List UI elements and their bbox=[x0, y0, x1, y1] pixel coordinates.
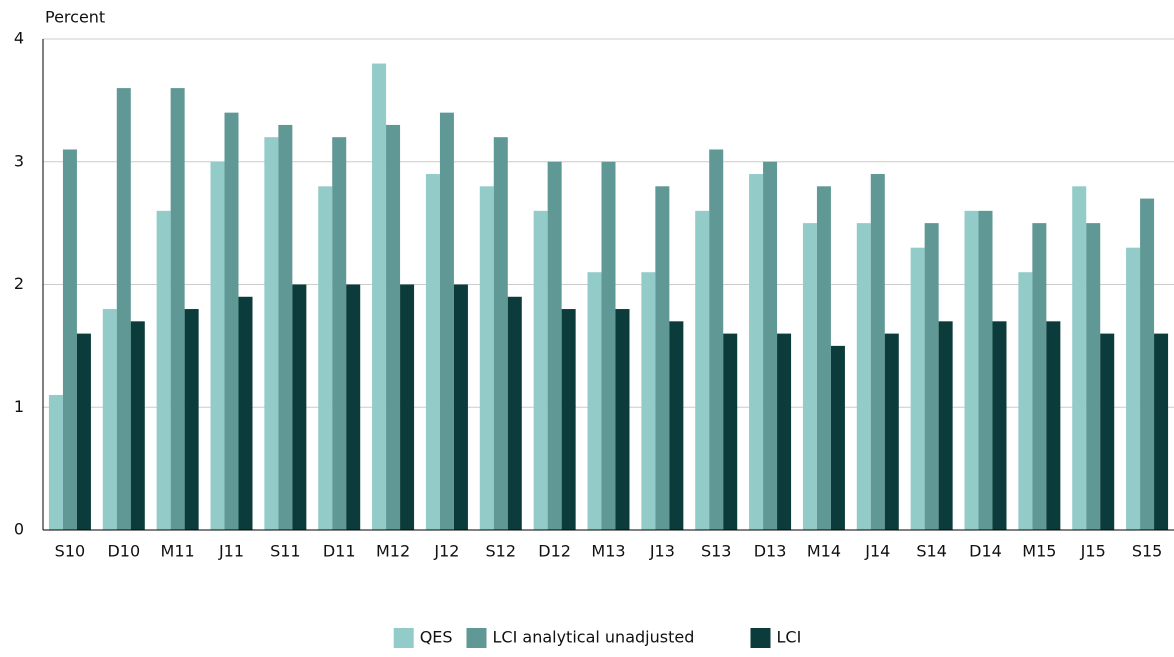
bar bbox=[763, 161, 778, 530]
bar bbox=[210, 161, 225, 530]
x-tick-label: J12 bbox=[433, 542, 459, 561]
bar bbox=[1140, 198, 1155, 530]
bar bbox=[802, 223, 817, 530]
legend-label: LCI analytical unadjusted bbox=[493, 628, 695, 647]
bar bbox=[924, 223, 939, 530]
bar bbox=[669, 321, 684, 530]
legend-swatch bbox=[393, 628, 414, 648]
bar bbox=[1018, 272, 1033, 530]
x-tick-label: S10 bbox=[55, 542, 86, 561]
y-tick-label: 1 bbox=[14, 397, 24, 416]
bar bbox=[910, 247, 925, 531]
x-tick-label: M11 bbox=[161, 542, 195, 561]
bar bbox=[346, 284, 361, 530]
bar bbox=[777, 333, 792, 530]
x-tick-label: D11 bbox=[323, 542, 356, 561]
x-tick-label: S14 bbox=[916, 542, 947, 561]
bar bbox=[723, 333, 738, 530]
y-tick-label: 4 bbox=[14, 29, 24, 48]
bar bbox=[156, 210, 171, 530]
bar bbox=[1086, 223, 1101, 530]
x-tick-label: D10 bbox=[107, 542, 140, 561]
x-tick-label: J14 bbox=[864, 542, 890, 561]
bar bbox=[130, 321, 145, 530]
bar bbox=[400, 284, 415, 530]
bar bbox=[507, 296, 522, 530]
bar bbox=[116, 88, 131, 530]
bar bbox=[655, 186, 670, 531]
bar bbox=[884, 333, 899, 530]
bar bbox=[453, 284, 468, 530]
bar bbox=[62, 149, 77, 530]
y-tick-label: 3 bbox=[14, 151, 24, 170]
bar bbox=[264, 137, 279, 530]
bar bbox=[938, 321, 953, 530]
bar bbox=[425, 174, 440, 530]
bar bbox=[978, 210, 993, 530]
bar bbox=[816, 186, 831, 531]
x-tick-label: S15 bbox=[1132, 542, 1163, 561]
bar bbox=[856, 223, 871, 530]
x-tick-label: J13 bbox=[649, 542, 675, 561]
bar bbox=[184, 309, 199, 530]
bar bbox=[533, 210, 548, 530]
x-tick-label: J15 bbox=[1080, 542, 1106, 561]
bar bbox=[48, 394, 63, 530]
bar bbox=[830, 345, 845, 530]
bar bbox=[1126, 247, 1141, 531]
bar bbox=[561, 309, 576, 530]
bar bbox=[964, 210, 979, 530]
x-tick-label: M12 bbox=[376, 542, 410, 561]
bar bbox=[1046, 321, 1061, 530]
bar bbox=[547, 161, 562, 530]
legend-label: LCI bbox=[777, 628, 802, 647]
legend-swatch bbox=[750, 628, 771, 648]
x-tick-label: S12 bbox=[486, 542, 517, 561]
bar bbox=[587, 272, 602, 530]
bar bbox=[318, 186, 333, 531]
bar bbox=[102, 309, 117, 530]
bar bbox=[870, 174, 885, 530]
bar bbox=[641, 272, 656, 530]
bar bbox=[439, 112, 454, 531]
bar bbox=[278, 124, 293, 531]
bar bbox=[1032, 223, 1047, 530]
legend-swatch bbox=[466, 628, 487, 648]
bar bbox=[238, 296, 253, 530]
bar bbox=[992, 321, 1007, 530]
bar bbox=[372, 63, 387, 531]
bar bbox=[292, 284, 307, 530]
x-tick-label: D13 bbox=[754, 542, 787, 561]
bar bbox=[1100, 333, 1115, 530]
bar bbox=[749, 174, 764, 530]
bar bbox=[1154, 333, 1169, 530]
x-tick-label: M13 bbox=[591, 542, 625, 561]
x-tick-label: S13 bbox=[701, 542, 732, 561]
bar bbox=[479, 186, 494, 531]
legend-label: QES bbox=[420, 628, 453, 647]
bar bbox=[76, 333, 91, 530]
x-tick-label: M15 bbox=[1022, 542, 1056, 561]
y-axis-label: Percent bbox=[45, 8, 105, 27]
y-tick-label: 2 bbox=[14, 274, 24, 293]
bar bbox=[695, 210, 710, 530]
x-tick-label: S11 bbox=[270, 542, 301, 561]
bar bbox=[709, 149, 724, 530]
y-tick-label: 0 bbox=[14, 520, 24, 539]
bar bbox=[224, 112, 239, 531]
bar bbox=[332, 137, 347, 530]
bar bbox=[601, 161, 616, 530]
bar bbox=[615, 309, 630, 530]
bar bbox=[1072, 186, 1087, 531]
bar bbox=[493, 137, 508, 530]
x-tick-label: M14 bbox=[807, 542, 841, 561]
x-tick-label: J11 bbox=[218, 542, 244, 561]
bar bbox=[386, 124, 401, 531]
x-tick-label: D14 bbox=[969, 542, 1002, 561]
x-tick-label: D12 bbox=[538, 542, 571, 561]
bar bbox=[170, 88, 185, 530]
